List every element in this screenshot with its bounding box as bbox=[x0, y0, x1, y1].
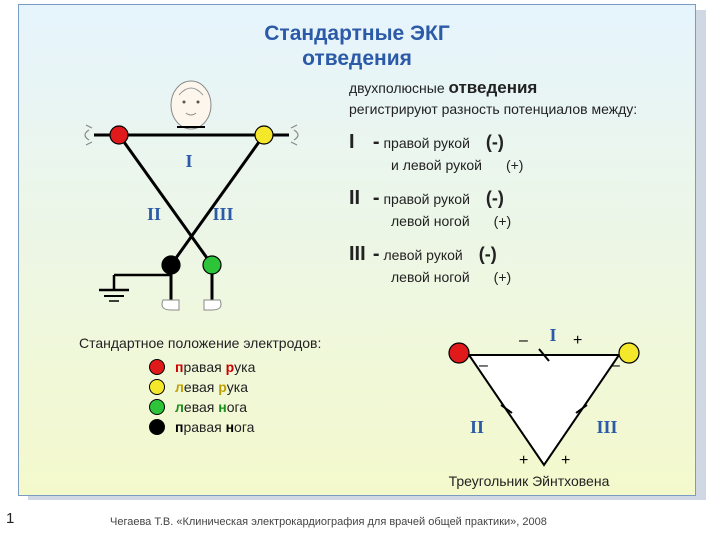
legend-title: Стандартное положение электродов: bbox=[79, 335, 321, 351]
lead-description: III - левой рукой(-)левой ногой(+) bbox=[349, 241, 689, 287]
slide-title: Стандартные ЭКГ отведения bbox=[19, 21, 695, 71]
page-number: 1 bbox=[6, 510, 14, 527]
lead-description: I - правой рукой(-)и левой рукой(+) bbox=[349, 129, 689, 175]
svg-text:–: – bbox=[519, 332, 528, 349]
body-label-I: I bbox=[185, 151, 192, 171]
legend-row: левая нога bbox=[149, 399, 321, 415]
body-label-III: III bbox=[212, 204, 233, 224]
electrode-right-arm bbox=[110, 126, 128, 144]
einthoven-triangle: I II III – + – – + + bbox=[389, 325, 669, 490]
citation-text: Чегаева Т.В. «Клиническая электрокардиог… bbox=[110, 516, 547, 528]
body-einthoven-diagram: I II III bbox=[59, 75, 324, 315]
electrode-right-leg bbox=[162, 256, 180, 274]
legend-row: левая рука bbox=[149, 379, 321, 395]
svg-text:I: I bbox=[549, 325, 556, 345]
slide-body: Стандартные ЭКГ отведения bbox=[18, 4, 696, 496]
description-intro: двухполюсные отведения регистрируют разн… bbox=[349, 77, 689, 119]
electrode-left-leg bbox=[203, 256, 221, 274]
svg-text:+: + bbox=[561, 452, 570, 469]
lead-description: II - правой рукой(-)левой ногой(+) bbox=[349, 185, 689, 231]
title-line1: Стандартные ЭКГ bbox=[264, 22, 449, 45]
triangle-caption: Треугольник Эйнтховена bbox=[389, 473, 669, 489]
electrode-left-arm bbox=[255, 126, 273, 144]
svg-text:+: + bbox=[573, 332, 582, 349]
title-line2: отведения bbox=[302, 47, 412, 70]
svg-text:II: II bbox=[470, 417, 484, 437]
svg-text:III: III bbox=[596, 417, 617, 437]
svg-text:–: – bbox=[479, 357, 488, 374]
svg-text:+: + bbox=[519, 452, 528, 469]
description-block: двухполюсные отведения регистрируют разн… bbox=[349, 77, 689, 287]
body-label-II: II bbox=[147, 204, 161, 224]
electrode-legend: Стандартное положение электродов: правая… bbox=[79, 335, 321, 439]
svg-text:–: – bbox=[611, 357, 620, 374]
legend-row: правая нога bbox=[149, 419, 321, 435]
legend-row: правая рука bbox=[149, 359, 321, 375]
